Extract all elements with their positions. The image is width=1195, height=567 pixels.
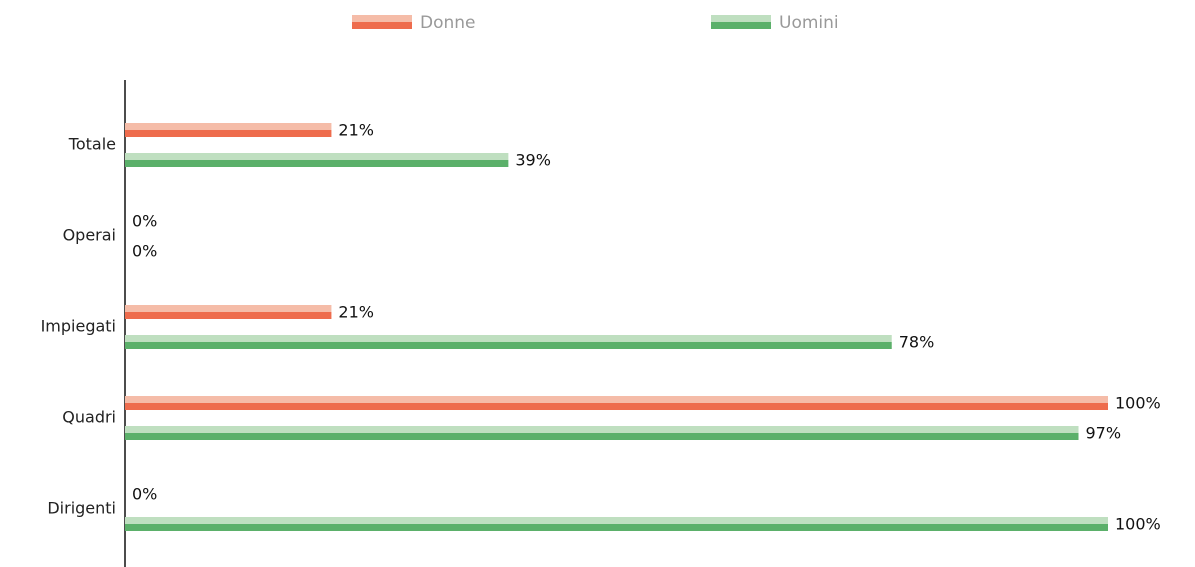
legend-swatch: [352, 15, 412, 29]
legend-label: Donne: [420, 13, 476, 33]
value-label: 100%: [1115, 515, 1161, 534]
value-label: 78%: [899, 333, 935, 352]
bar: [125, 305, 332, 319]
bar: [125, 335, 892, 349]
category-label: Operai: [63, 226, 116, 245]
bar: [125, 153, 509, 167]
value-label: 39%: [515, 151, 551, 170]
bar: [125, 396, 1108, 410]
bar: [125, 123, 332, 137]
legend-swatch: [711, 15, 771, 29]
value-label: 0%: [132, 242, 157, 261]
value-label: 21%: [338, 303, 374, 322]
category-label: Totale: [68, 135, 116, 154]
category-label: Impiegati: [41, 317, 116, 336]
value-label: 97%: [1086, 424, 1122, 443]
value-label: 21%: [338, 121, 374, 140]
category-label: Dirigenti: [47, 499, 116, 518]
value-label: 0%: [132, 212, 157, 231]
value-label: 100%: [1115, 394, 1161, 413]
value-label: 0%: [132, 485, 157, 504]
category-label: Quadri: [62, 408, 116, 427]
bar: [125, 426, 1079, 440]
legend-label: Uomini: [779, 13, 839, 33]
bar: [125, 517, 1108, 531]
